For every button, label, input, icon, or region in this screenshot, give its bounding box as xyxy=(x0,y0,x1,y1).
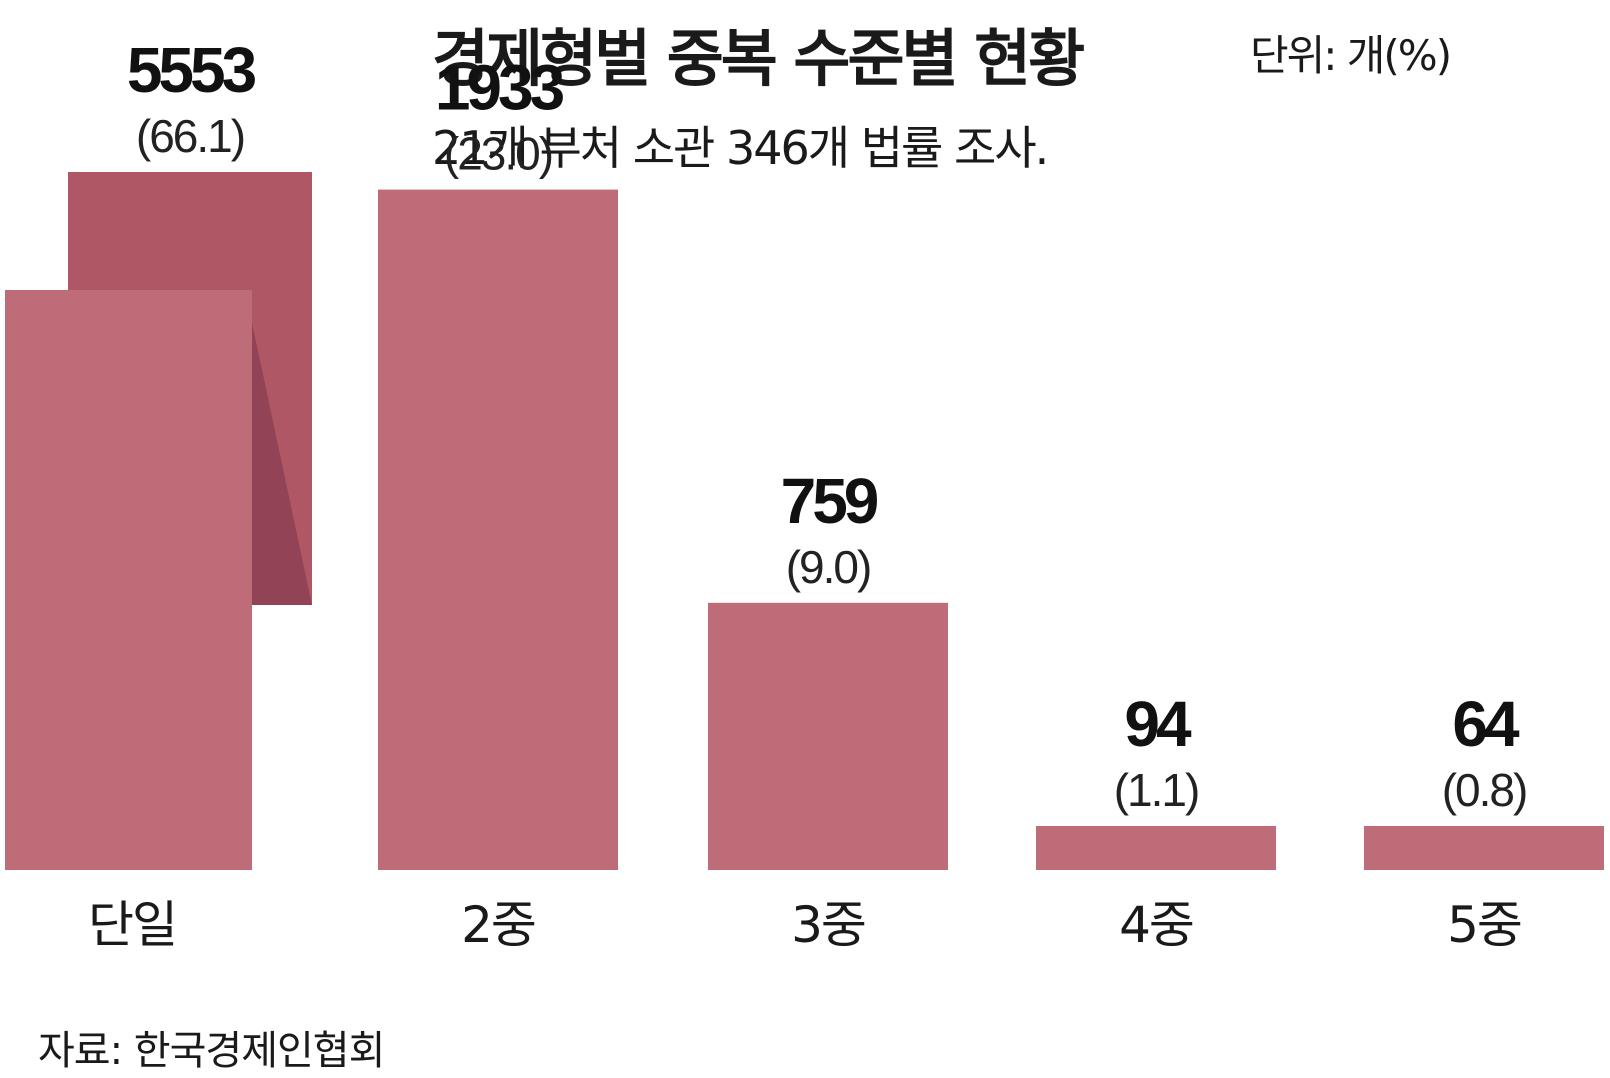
bar xyxy=(708,602,948,870)
value-label: 64 xyxy=(1452,688,1520,760)
value-label: 1933 xyxy=(435,52,564,124)
percent-label: (66.1) xyxy=(136,110,244,162)
bar xyxy=(5,290,252,870)
source-label: 자료: 한국경제인협회 xyxy=(38,1028,385,1074)
percent-label: (9.0) xyxy=(786,541,871,593)
category-label: 5중 xyxy=(1447,896,1521,954)
bar-fold xyxy=(245,290,312,605)
bar xyxy=(378,189,618,871)
percent-label: (0.8) xyxy=(1442,764,1527,816)
chart-title: 경제형벌 중복 수준별 현황 xyxy=(432,22,1085,95)
bar xyxy=(1364,826,1604,870)
category-label: 3중 xyxy=(791,896,865,954)
chart-subtitle: 21개 부처 소관 346개 법률 조사. xyxy=(432,121,1049,175)
bar xyxy=(1036,826,1276,870)
category-label: 4중 xyxy=(1119,896,1193,954)
value-label: 759 xyxy=(781,465,878,537)
value-label: 5553 xyxy=(127,34,256,106)
category-label: 2중 xyxy=(461,896,535,954)
value-label: 94 xyxy=(1124,688,1192,760)
unit-label: 단위: 개(%) xyxy=(1250,31,1452,80)
category-label: 단일 xyxy=(88,896,176,954)
percent-label: (1.1) xyxy=(1114,764,1199,816)
percent-label: (23.0) xyxy=(444,128,552,180)
